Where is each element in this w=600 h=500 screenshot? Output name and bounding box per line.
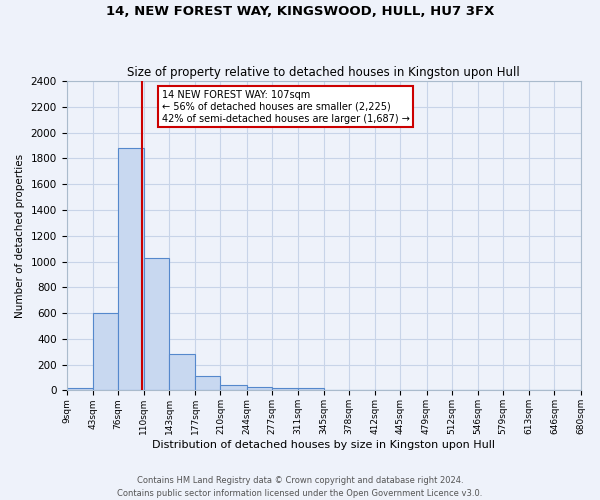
- Bar: [144, 258, 169, 390]
- Bar: [247, 387, 272, 390]
- Text: 14, NEW FOREST WAY, KINGSWOOD, HULL, HU7 3FX: 14, NEW FOREST WAY, KINGSWOOD, HULL, HU7…: [106, 5, 494, 18]
- Bar: [298, 388, 324, 390]
- Title: Size of property relative to detached houses in Kingston upon Hull: Size of property relative to detached ho…: [127, 66, 520, 78]
- Bar: [195, 376, 220, 390]
- Bar: [169, 354, 195, 391]
- Text: 14 NEW FOREST WAY: 107sqm
← 56% of detached houses are smaller (2,225)
42% of se: 14 NEW FOREST WAY: 107sqm ← 56% of detac…: [161, 90, 409, 124]
- X-axis label: Distribution of detached houses by size in Kingston upon Hull: Distribution of detached houses by size …: [152, 440, 495, 450]
- Bar: [67, 388, 92, 390]
- Bar: [118, 148, 144, 390]
- Bar: [272, 388, 298, 390]
- Bar: [92, 313, 118, 390]
- Y-axis label: Number of detached properties: Number of detached properties: [15, 154, 25, 318]
- Text: Contains HM Land Registry data © Crown copyright and database right 2024.
Contai: Contains HM Land Registry data © Crown c…: [118, 476, 482, 498]
- Bar: [220, 384, 247, 390]
